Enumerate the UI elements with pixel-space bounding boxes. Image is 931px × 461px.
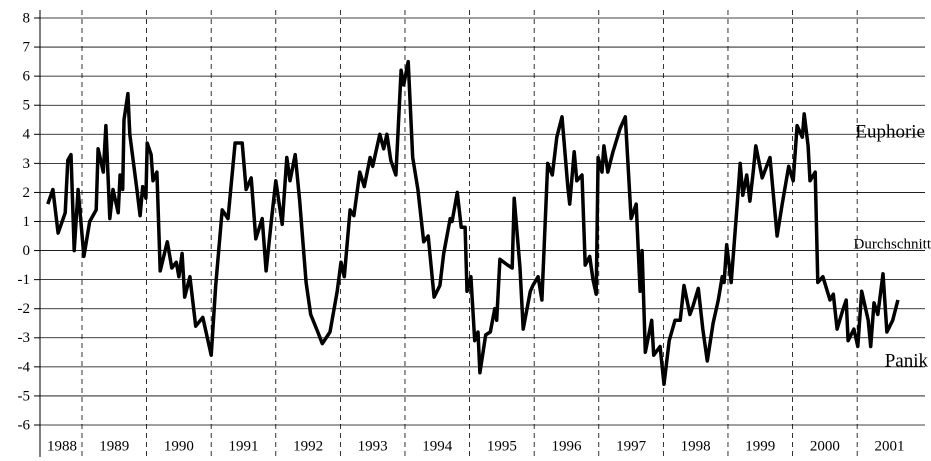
x-tick-label: 1996 [551,438,582,454]
y-tick-label: -4 [18,359,31,375]
x-tick-label: 1994 [422,438,453,454]
y-tick-label: 7 [23,40,31,56]
x-tick-label: 1992 [293,438,323,454]
annotation: Euphorie [855,121,925,142]
x-tick-label: 1991 [228,438,258,454]
y-tick-label: -5 [18,388,31,404]
y-tick-label: 8 [23,10,31,26]
x-tick-label: 1993 [358,438,388,454]
x-tick-label: 2001 [874,438,904,454]
y-tick-label: 5 [23,98,31,114]
x-tick-label: 1997 [616,438,647,454]
x-tick-label: 1998 [681,438,711,454]
y-tick-label: -2 [18,301,31,317]
y-tick-label: -3 [18,330,31,346]
x-tick-label: 1988 [47,438,77,454]
x-tick-label: 1995 [487,438,517,454]
y-tick-label: 6 [23,69,31,85]
annotation: Durchschnitt [854,236,931,252]
x-tick-label: 1989 [99,438,129,454]
y-tick-label: 4 [23,127,31,143]
x-tick-label: 2000 [810,438,840,454]
y-tick-label: 0 [23,243,31,259]
y-tick-label: 1 [23,214,31,230]
annotation: Panik [885,350,929,371]
y-tick-label: 2 [23,185,31,201]
y-tick-label: 3 [23,156,31,172]
series-line [46,59,900,387]
y-tick-label: -1 [18,272,31,288]
x-tick-label: 1990 [164,438,194,454]
x-tick-label: 1999 [745,438,775,454]
y-tick-label: -6 [18,417,31,433]
